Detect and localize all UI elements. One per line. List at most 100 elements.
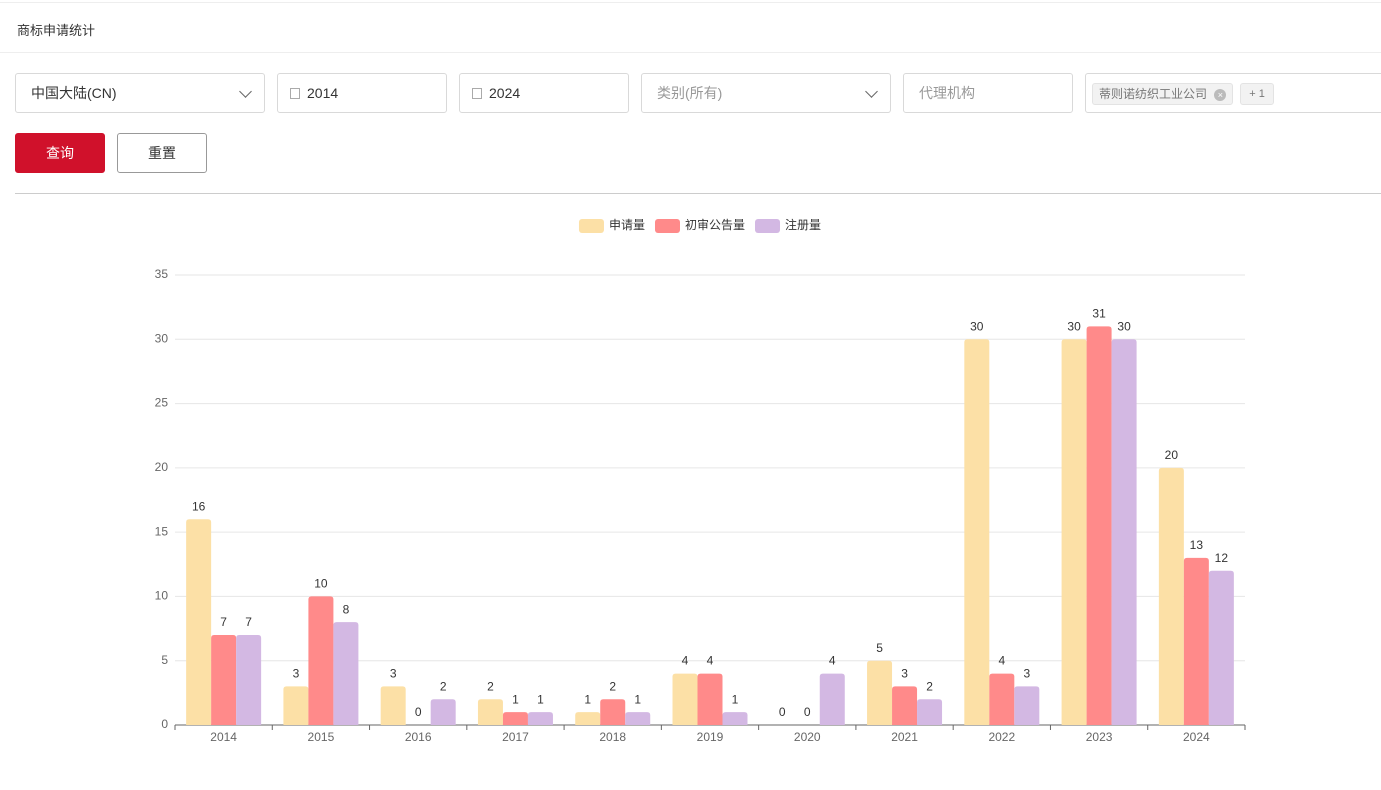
chevron: [865, 85, 878, 98]
bar: [283, 686, 309, 725]
calendar-icon: [290, 88, 300, 99]
x-tick-label: 2016: [405, 730, 432, 744]
bar: [964, 339, 990, 725]
bar: [722, 712, 748, 725]
x-tick-label: 2019: [697, 730, 724, 744]
legend-swatch: [755, 219, 781, 233]
bar: [333, 622, 359, 725]
bar: [477, 699, 503, 725]
data-label: 0: [415, 705, 422, 719]
divider: [15, 193, 1381, 194]
y-tick-label: 25: [155, 396, 169, 410]
legend-label: 注册量: [785, 217, 821, 232]
bar: [1158, 467, 1184, 725]
x-tick-label: 2017: [502, 730, 529, 744]
data-label: 3: [1023, 667, 1030, 681]
data-label: 1: [537, 692, 544, 706]
data-label: 4: [682, 654, 689, 668]
data-label: 20: [1165, 448, 1179, 462]
data-label: 30: [970, 319, 984, 333]
legend-label: 初审公告量: [685, 217, 745, 232]
data-label: 0: [804, 705, 811, 719]
data-label: 4: [998, 654, 1005, 668]
data-label: 4: [829, 654, 836, 668]
data-label: 4: [707, 654, 714, 668]
bar: [1183, 557, 1209, 725]
x-tick-label: 2022: [988, 730, 1015, 744]
data-label: 10: [314, 577, 328, 591]
agency-input[interactable]: 代理机构: [903, 73, 1073, 113]
calendar-icon: [472, 88, 482, 99]
applicant-select[interactable]: 蒂则诺纺织工业公司 × + 1: [1085, 73, 1381, 113]
bar: [625, 712, 651, 725]
data-label: 16: [192, 499, 206, 513]
bar: [1061, 339, 1087, 725]
x-tick-label: 2024: [1183, 730, 1210, 744]
data-label: 3: [901, 667, 908, 681]
data-label: 2: [440, 679, 447, 693]
data-label: 1: [634, 692, 641, 706]
bar: [527, 712, 553, 725]
x-tick-label: 2021: [891, 730, 918, 744]
data-label: 8: [343, 602, 350, 616]
bar: [672, 673, 698, 725]
chevron: [239, 85, 252, 98]
data-label: 7: [220, 615, 227, 629]
more-tags: + 1: [1240, 83, 1274, 106]
bar: [211, 635, 237, 725]
bar: [867, 660, 893, 725]
data-label: 1: [584, 692, 591, 706]
bar: [989, 673, 1015, 725]
bar: [308, 596, 334, 725]
legend-swatch: [654, 219, 680, 233]
x-tick-label: 2015: [308, 730, 335, 744]
y-tick-label: 15: [155, 524, 169, 538]
data-label: 2: [609, 679, 616, 693]
query-button[interactable]: 查询: [15, 133, 105, 173]
y-tick-label: 5: [161, 653, 168, 667]
bar: [236, 635, 262, 725]
y-tick-label: 0: [161, 717, 168, 731]
data-label: 5: [876, 641, 883, 655]
bar: [1086, 326, 1112, 725]
applicant-tag[interactable]: 蒂则诺纺织工业公司 ×: [1092, 83, 1234, 106]
reset-button[interactable]: 重置: [117, 133, 207, 173]
x-tick-label: 2014: [210, 730, 237, 744]
bar: [1111, 339, 1137, 725]
x-tick-label: 2023: [1086, 730, 1113, 744]
legend-label: 申请量: [609, 218, 645, 232]
tag-close[interactable]: ×: [1214, 89, 1227, 102]
end-year: 2024: [489, 85, 521, 101]
applicant-tag-text: 蒂则诺纺织工业公司: [1099, 87, 1208, 102]
page-title: 商标申请统计: [17, 23, 96, 38]
data-label: 30: [1067, 319, 1081, 333]
end-year-input[interactable]: 2024: [459, 73, 629, 113]
data-label: 1: [732, 692, 739, 706]
x-tick-label: 2020: [794, 730, 821, 744]
category-select[interactable]: 类别(所有): [641, 73, 891, 113]
legend-swatch: [578, 219, 604, 233]
data-label: 30: [1117, 319, 1131, 333]
data-label: 3: [390, 667, 397, 681]
bar: [917, 699, 943, 725]
bar: [186, 519, 212, 725]
region-value: 中国大陆(CN): [31, 85, 117, 101]
bar: [430, 699, 456, 725]
bar: [1208, 570, 1234, 725]
data-label: 2: [487, 679, 494, 693]
region-select[interactable]: 中国大陆(CN): [15, 73, 265, 113]
start-year-input[interactable]: 2014: [277, 73, 447, 113]
y-tick-label: 10: [155, 589, 169, 603]
data-label: 13: [1190, 538, 1204, 552]
x-tick-label: 2018: [599, 730, 626, 744]
bar: [819, 673, 845, 725]
bar: [600, 699, 626, 725]
data-label: 0: [779, 705, 786, 719]
category-value: 类别(所有): [657, 85, 723, 101]
agency-placeholder: 代理机构: [919, 85, 975, 101]
bar: [502, 712, 528, 725]
bar: [892, 686, 918, 725]
data-label: 12: [1215, 551, 1229, 565]
